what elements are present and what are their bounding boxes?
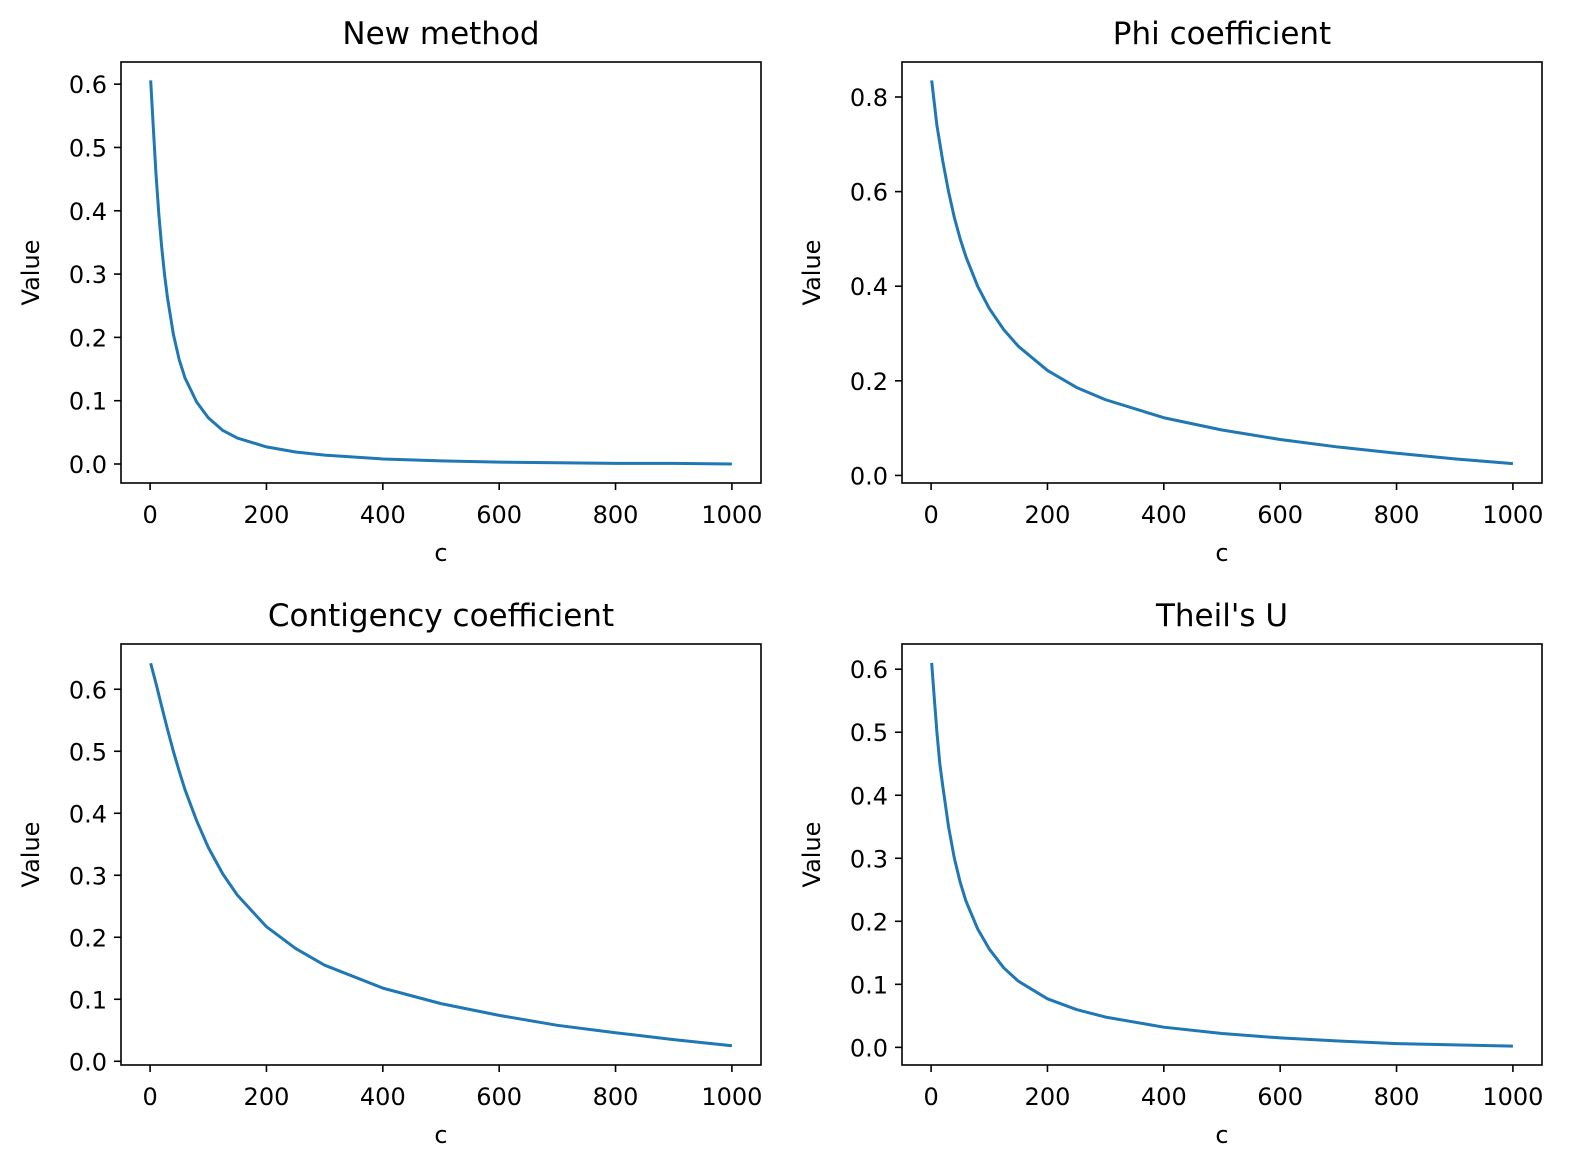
- y-tick-label: 0.3: [69, 862, 107, 890]
- axes-frame: [120, 643, 762, 1066]
- y-axis-label: Value: [798, 822, 826, 888]
- x-tick-label: 1000: [1482, 501, 1543, 529]
- subplot-title: Phi coefficient: [1113, 16, 1331, 52]
- x-tick-label: 0: [923, 501, 938, 529]
- y-tick-label: 0.0: [69, 451, 107, 479]
- y-tick-label: 0.2: [69, 924, 107, 952]
- x-tick-label: 0: [142, 1083, 157, 1111]
- x-tick-label: 800: [1374, 1083, 1420, 1111]
- y-tick-label: 0.5: [69, 738, 107, 766]
- y-axis-label: Value: [17, 822, 45, 888]
- y-tick-label: 0.1: [69, 388, 107, 416]
- subplot-1: 0 200 400 600 800 1000 0.0 0.1 0.2 0.3 0.4 0.5 0.6 Ne…: [17, 16, 762, 567]
- x-tick-label: 600: [476, 1083, 522, 1111]
- x-tick-label: 600: [476, 501, 522, 529]
- x-tick-label: 200: [244, 501, 290, 529]
- x-tick-label: 200: [1025, 501, 1071, 529]
- y-tick-label: 0.2: [850, 368, 888, 396]
- x-tick-label: 1000: [701, 1083, 762, 1111]
- y-tick-label: 0.6: [69, 71, 107, 99]
- subplot-title: Theil's U: [1155, 598, 1288, 634]
- subplot-3: 0 200 400 600 800 1000 0.0 0.1 0.2 0.3 0.4 0.5 0.6 Co…: [17, 598, 762, 1149]
- subplot-4: 0 200 400 600 800 1000 0.0 0.1 0.2 0.3 0.4 0.5 0.6 Th…: [798, 598, 1543, 1149]
- y-tick-label: 0.0: [69, 1048, 107, 1076]
- x-tick-label: 1000: [1482, 1083, 1543, 1111]
- x-tick-label: 0: [142, 501, 157, 529]
- y-tick-label: 0.2: [69, 324, 107, 352]
- y-tick-label: 0.3: [69, 261, 107, 289]
- axes-frame: [901, 643, 1543, 1066]
- series-line: [149, 80, 732, 466]
- axes-frame: [901, 61, 1543, 484]
- y-tick-label: 0.6: [850, 179, 888, 207]
- x-tick-label: 0: [923, 1083, 938, 1111]
- y-tick-label: 0.6: [69, 676, 107, 704]
- series-line: [930, 80, 1514, 466]
- y-tick-label: 0.3: [850, 845, 888, 873]
- y-tick-label: 0.0: [850, 1034, 888, 1062]
- y-tick-label: 0.1: [69, 986, 107, 1014]
- x-tick-label: 600: [1257, 1083, 1303, 1111]
- x-tick-label: 800: [593, 1083, 639, 1111]
- x-tick-label: 400: [360, 1083, 406, 1111]
- x-tick-label: 400: [1141, 1083, 1187, 1111]
- x-axis-label: c: [1215, 1121, 1228, 1149]
- x-axis-label: c: [434, 1121, 447, 1149]
- x-tick-label: 800: [1374, 501, 1420, 529]
- y-axis-label: Value: [17, 240, 45, 306]
- x-tick-label: 800: [593, 501, 639, 529]
- subplot-title: New method: [342, 16, 539, 52]
- series-line: [149, 662, 733, 1048]
- subplot-2: 0 200 400 600 800 1000 0.0 0.2 0.4 0.6 0.8 Phi coef…: [798, 16, 1543, 567]
- x-tick-label: 1000: [701, 501, 762, 529]
- series-line: [930, 662, 1513, 1048]
- x-tick-label: 200: [1025, 1083, 1071, 1111]
- y-tick-label: 0.5: [69, 134, 107, 162]
- y-tick-label: 0.4: [69, 198, 107, 226]
- y-tick-label: 0.5: [850, 719, 888, 747]
- x-tick-label: 400: [360, 501, 406, 529]
- y-tick-label: 0.8: [850, 84, 888, 112]
- x-tick-label: 600: [1257, 501, 1303, 529]
- y-tick-label: 0.0: [850, 462, 888, 490]
- x-axis-label: c: [1215, 539, 1228, 567]
- y-axis-label: Value: [798, 240, 826, 306]
- axes-frame: [120, 61, 762, 484]
- x-tick-label: 400: [1141, 501, 1187, 529]
- x-axis-label: c: [434, 539, 447, 567]
- y-tick-label: 0.4: [850, 782, 888, 810]
- subplot-title: Contigency coefficient: [268, 598, 614, 634]
- x-tick-label: 200: [244, 1083, 290, 1111]
- y-tick-label: 0.6: [850, 656, 888, 684]
- y-tick-label: 0.4: [850, 273, 888, 301]
- y-tick-label: 0.4: [69, 800, 107, 828]
- y-tick-label: 0.1: [850, 971, 888, 999]
- y-tick-label: 0.2: [850, 908, 888, 936]
